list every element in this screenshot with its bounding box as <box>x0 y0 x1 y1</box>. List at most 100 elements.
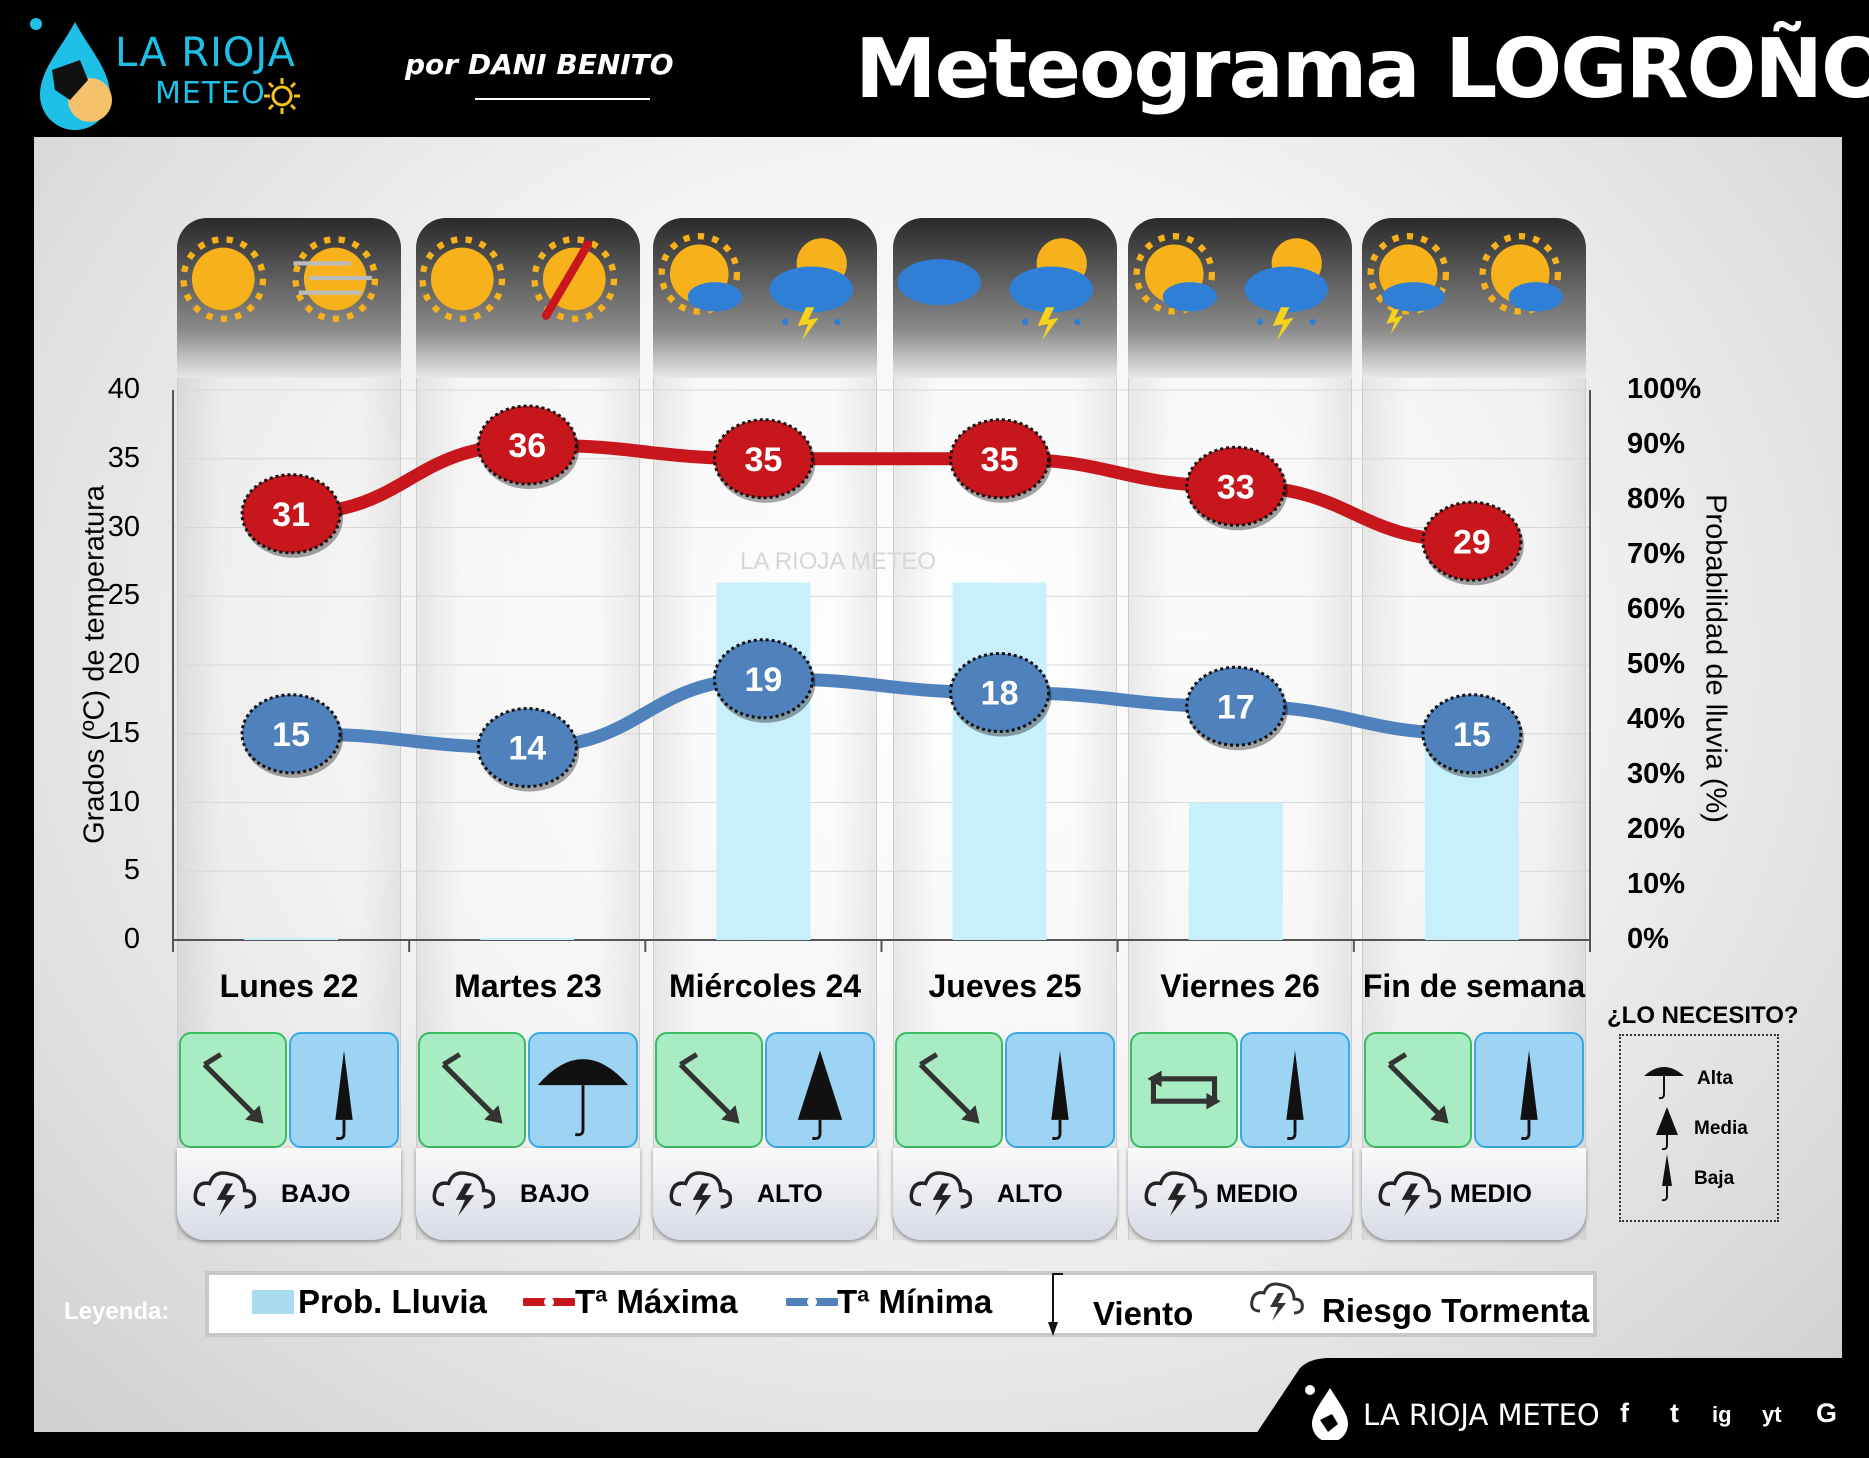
instagram-icon[interactable]: ig <box>1712 1402 1732 1427</box>
wind-icon <box>1048 1273 1063 1336</box>
wind-arrow-icon <box>918 1052 980 1124</box>
sun-storm-icon <box>1356 232 1471 347</box>
storm-risk-icon <box>669 1171 733 1217</box>
y-right-tick-label: 80% <box>1627 483 1686 515</box>
sun-cloud-icon <box>1122 232 1237 347</box>
day-label: Viernes 26 <box>1160 968 1320 1004</box>
wind-card <box>895 1032 1003 1148</box>
wind-card <box>1364 1032 1472 1148</box>
sun-wind-icon <box>283 232 398 347</box>
y-right-tick-label: 100% <box>1627 373 1702 405</box>
y-tick-label: 20 <box>107 648 140 680</box>
storm-cloud-icon <box>1234 232 1349 347</box>
y-tick-label: 25 <box>107 579 140 612</box>
umbrella-card <box>289 1032 399 1148</box>
y-right-tick-label: 20% <box>1627 813 1686 845</box>
umbrella-half-icon <box>1656 1107 1678 1151</box>
storm-risk-box: BAJO <box>416 1148 640 1240</box>
wind-arrow-icon <box>441 1052 503 1124</box>
logo-title: LA RIOJA <box>115 30 296 76</box>
wind-arrow-icon <box>202 1052 264 1124</box>
storm-risk-icon <box>432 1171 496 1217</box>
storm-risk-box: ALTO <box>653 1148 877 1240</box>
footer-logo-icon <box>1305 1385 1348 1440</box>
need-box <box>1619 1034 1779 1222</box>
sun-icon <box>171 232 286 347</box>
storm-risk-icon <box>1378 1171 1442 1217</box>
facebook-icon[interactable]: f <box>1620 1398 1629 1428</box>
day-label: Martes 23 <box>454 968 602 1004</box>
y-right-tick-label: 50% <box>1627 648 1686 680</box>
day-label: Jueves 25 <box>928 968 1082 1004</box>
need-item-alta: Alta <box>1697 1068 1733 1089</box>
umbrella-closed-icon <box>1286 1050 1304 1141</box>
wind-card <box>418 1032 526 1148</box>
logo-drop-icon <box>30 18 112 130</box>
y-tick-label: 0 <box>123 923 140 955</box>
y-tick-label: 5 <box>123 854 140 887</box>
umbrella-closed-icon <box>1520 1050 1538 1141</box>
umbrella-card <box>528 1032 638 1148</box>
wind-variable-icon <box>1147 1070 1221 1110</box>
legend-rain-swatch <box>252 1290 294 1314</box>
sun-cloud-icon <box>647 232 762 347</box>
y-right-tick-label: 90% <box>1627 428 1686 460</box>
storm-risk-level: MEDIO <box>1450 1180 1532 1208</box>
y-right-tick-label: 40% <box>1627 703 1686 735</box>
umbrella-card <box>1240 1032 1350 1148</box>
storm-risk-box: ALTO <box>893 1148 1117 1240</box>
legend-storm-label: Riesgo Tormenta <box>1322 1292 1590 1329</box>
sun-icon <box>410 232 525 347</box>
y-tick-label: 15 <box>107 716 140 749</box>
y-right-tick-label: 60% <box>1627 593 1686 625</box>
legend <box>205 1271 1597 1337</box>
wind-card <box>1130 1032 1238 1148</box>
google-icon[interactable]: G <box>1816 1398 1838 1428</box>
umbrella-open-icon <box>537 1059 629 1137</box>
y-tick-label: 10 <box>107 785 140 818</box>
storm-risk-level: ALTO <box>997 1180 1063 1208</box>
cloud-icon <box>887 232 1002 347</box>
y-right-tick-label: 0% <box>1627 923 1669 955</box>
y-axis-right-label: Probabilidad de lluvia (%) <box>1699 494 1732 823</box>
storm-risk-box: MEDIO <box>1362 1148 1586 1240</box>
page-title: Meteograma LOGROÑO <box>855 22 1869 117</box>
y-right-tick-label: 70% <box>1627 538 1686 570</box>
umbrella-card <box>1474 1032 1584 1148</box>
storm-cloud-icon <box>759 232 874 347</box>
storm-risk-box: MEDIO <box>1128 1148 1352 1240</box>
storm-risk-box: BAJO <box>177 1148 401 1240</box>
y-right-tick-label: 10% <box>1627 868 1686 900</box>
storm-cloud-icon <box>999 232 1114 347</box>
need-item-baja: Baja <box>1694 1168 1735 1189</box>
legend-label: Leyenda: <box>64 1298 170 1325</box>
need-item-media: Media <box>1694 1118 1748 1139</box>
y-right-tick-label: 30% <box>1627 758 1686 790</box>
umbrella-half-icon <box>797 1050 843 1141</box>
legend-max-label: Tª Máxima <box>575 1283 738 1320</box>
byline-underline <box>475 98 650 100</box>
wind-card <box>179 1032 287 1148</box>
storm-risk-level: BAJO <box>281 1180 351 1208</box>
y-tick-label: 40 <box>107 373 140 405</box>
storm-risk-level: ALTO <box>757 1180 823 1208</box>
day-label: Fin de semana <box>1362 968 1586 1004</box>
umbrella-closed-icon <box>335 1050 353 1141</box>
storm-risk-icon <box>909 1171 973 1217</box>
day-label: Miércoles 24 <box>668 968 862 1004</box>
sun-cloud-icon <box>1468 232 1583 347</box>
umbrella-card <box>1005 1032 1115 1148</box>
need-box-title: ¿LO NECESITO? <box>1607 1002 1799 1029</box>
day-label: Lunes 22 <box>219 968 359 1004</box>
umbrella-open-icon <box>1644 1067 1684 1100</box>
youtube-icon[interactable]: yt <box>1762 1402 1782 1427</box>
storm-risk-icon <box>1250 1282 1304 1321</box>
legend-min-swatch <box>786 1297 838 1307</box>
logo-sun-icon <box>264 78 300 114</box>
wind-arrow-icon <box>1387 1052 1449 1124</box>
umbrella-closed-icon <box>1661 1154 1672 1202</box>
byline: por DANI BENITO <box>405 48 674 81</box>
footer-brand: LA RIOJA METEO <box>1363 1398 1600 1432</box>
twitter-icon[interactable]: t <box>1670 1398 1679 1428</box>
wind-arrow-icon <box>678 1052 740 1124</box>
